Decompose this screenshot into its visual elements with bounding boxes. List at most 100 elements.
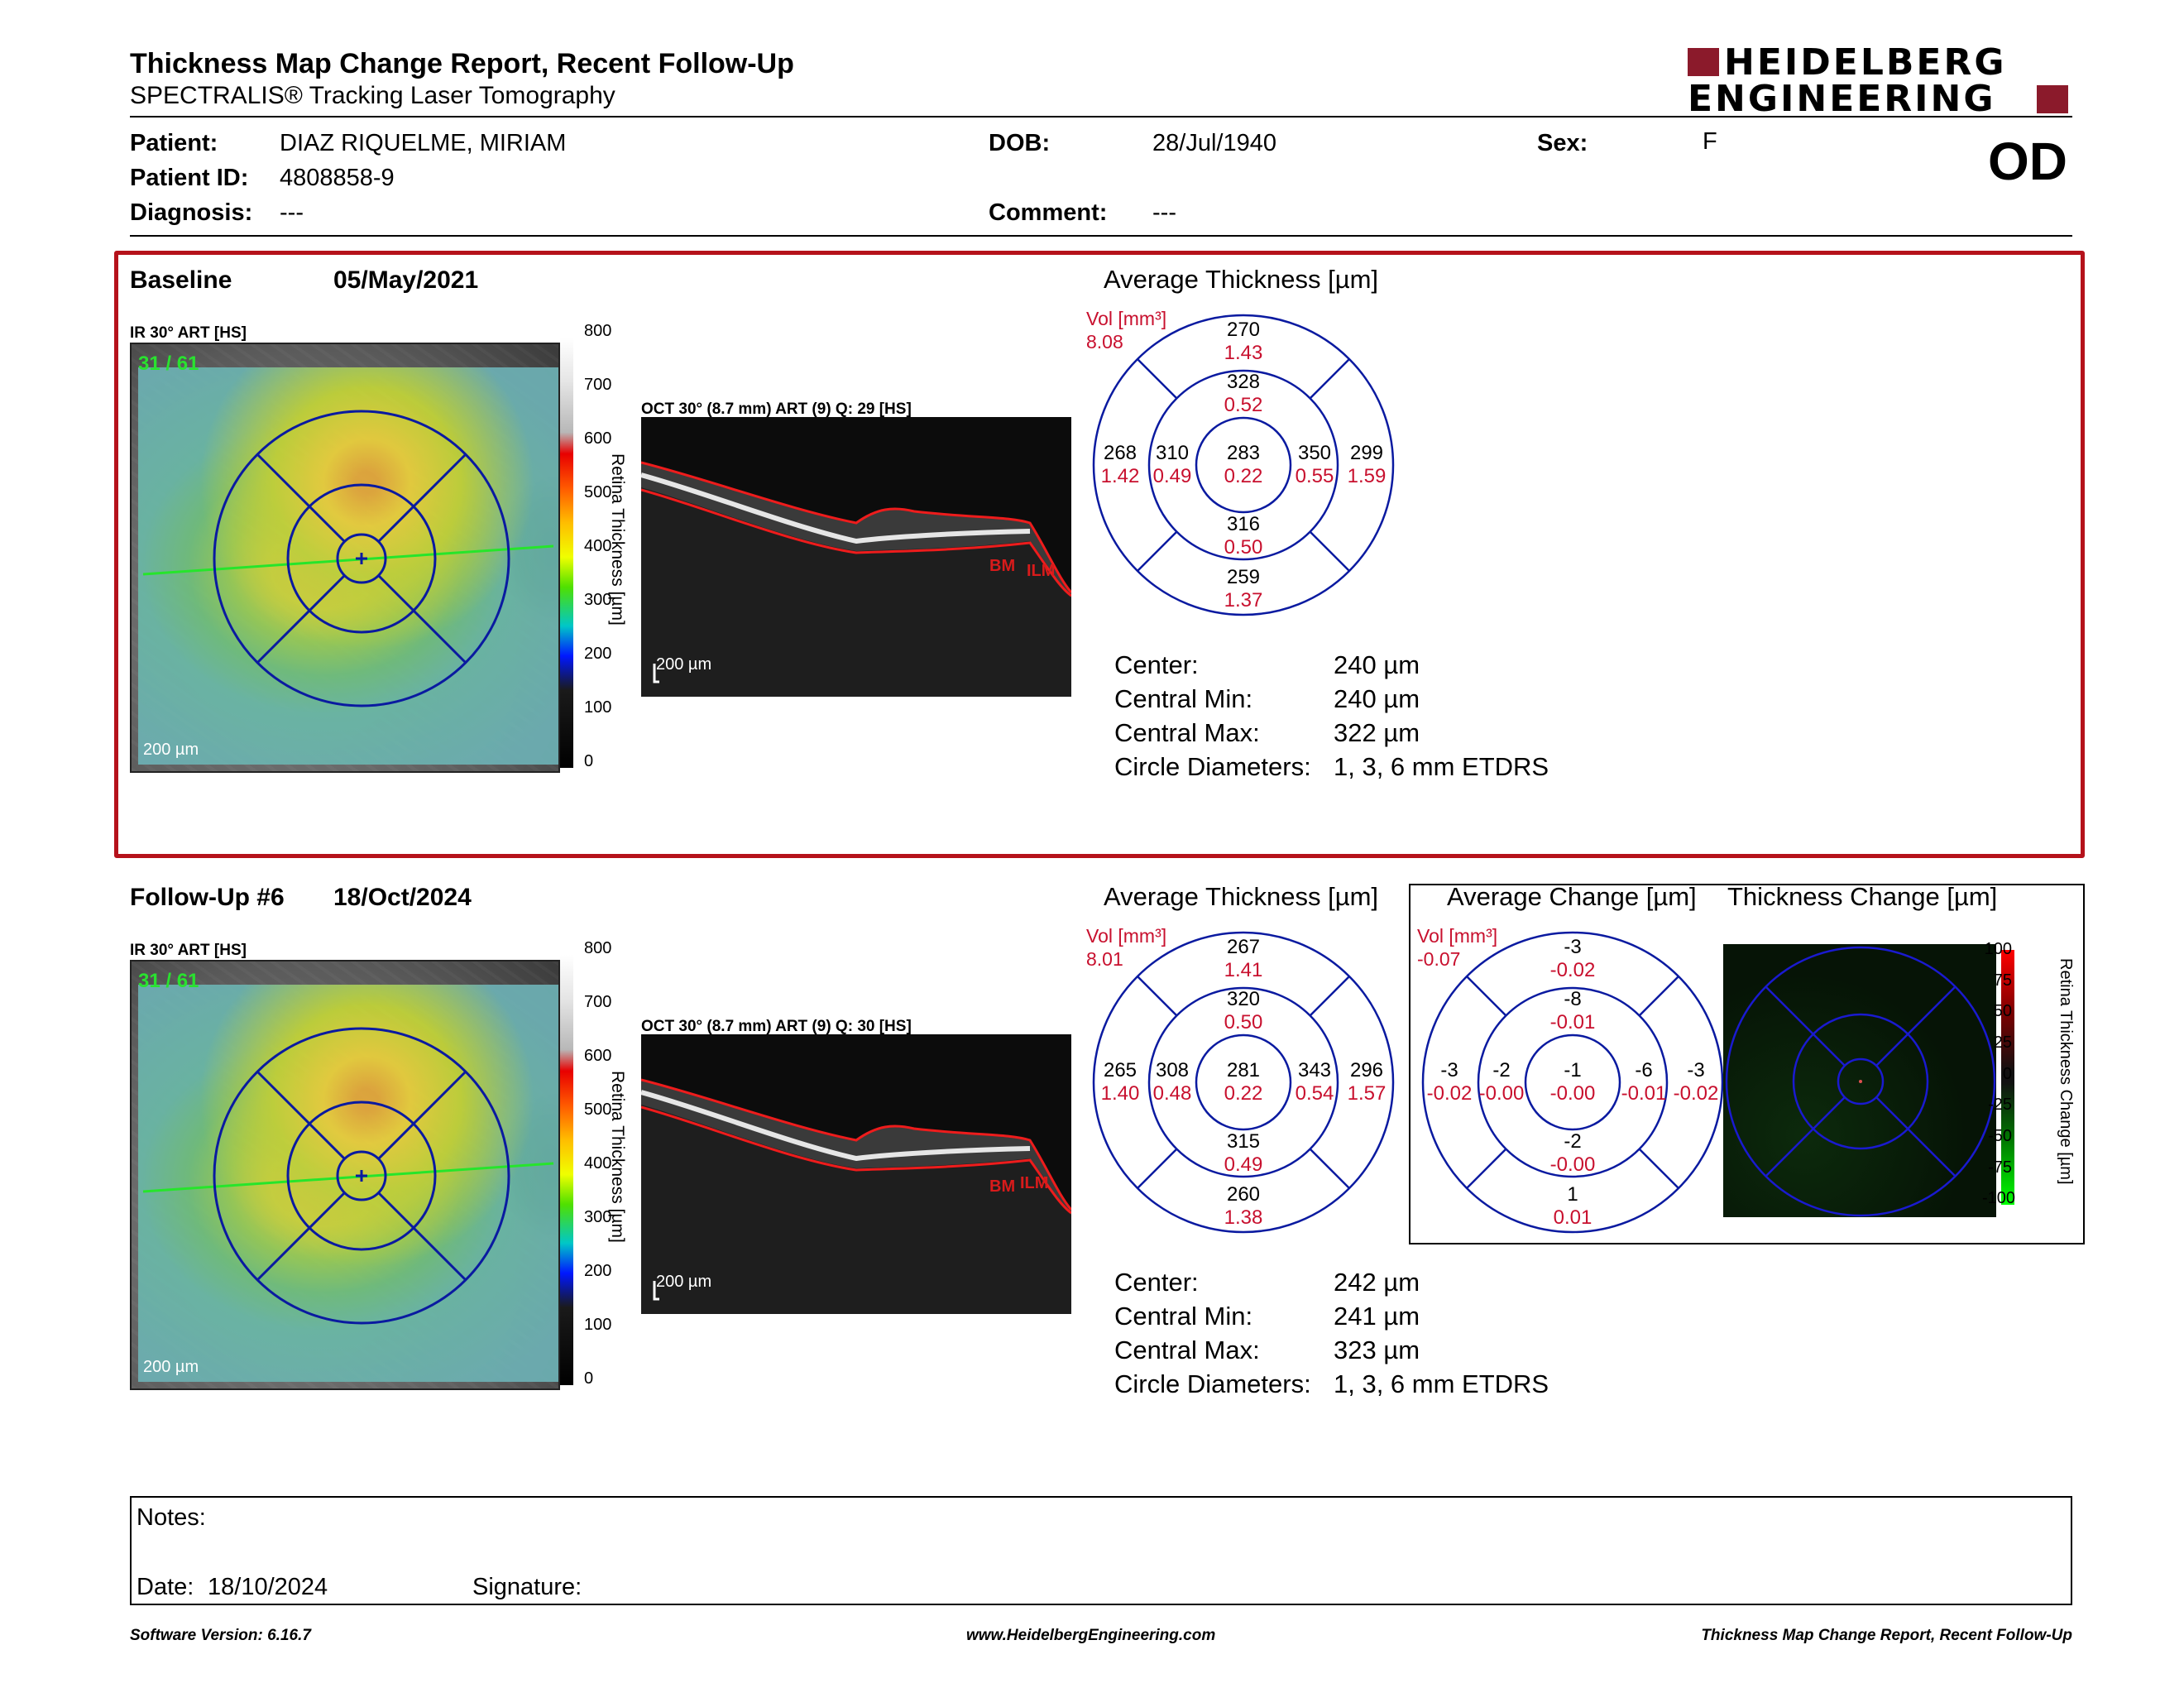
etdrs-sector-value: -0.01 — [1621, 1082, 1667, 1105]
report-subtitle: SPECTRALIS® Tracking Laser Tomography — [130, 82, 615, 109]
baseline-avg-thickness-title: Average Thickness [µm] — [1104, 265, 1379, 294]
baseline-frame-count: 31 / 61 — [138, 352, 199, 375]
sex-value: F — [1703, 128, 1717, 155]
patient-divider — [130, 235, 2072, 237]
etdrs-sector-value: 1.41 — [1224, 959, 1263, 981]
etdrs-sector-value: 259 — [1227, 566, 1260, 588]
baseline-thickness-overlay — [138, 367, 558, 765]
etdrs-sector-value: 260 — [1227, 1183, 1260, 1206]
baseline-label: Baseline — [130, 266, 232, 294]
signature-label: Signature: — [472, 1574, 582, 1600]
dob-value: 28/Jul/1940 — [1152, 130, 1276, 156]
followup-fundus-image: 31 / 61 200 µm — [130, 960, 560, 1390]
followup-vol-label: Vol [mm³] — [1086, 925, 1167, 947]
change-panel-frame — [1409, 884, 2085, 1244]
baseline-vol-total: 8.08 — [1086, 331, 1123, 352]
etdrs-sector-value: -0.00 — [1479, 1082, 1525, 1105]
etdrs-sector-value: -3 — [1687, 1059, 1704, 1081]
etdrs-sector-value: 316 — [1227, 513, 1260, 535]
baseline-etdrs-grid-overlay — [142, 410, 554, 707]
etdrs-sector-value: -2 — [1492, 1059, 1510, 1081]
baseline-etdrs-chart: 270 1.43 328 0.52 268 1.42 310 0.49 283 … — [1092, 314, 1395, 616]
followup-avg-thickness-title: Average Thickness [µm] — [1104, 882, 1379, 911]
baseline-oct-scale: 200 µm — [656, 655, 712, 674]
footer-report-name: Thickness Map Change Report, Recent Foll… — [1701, 1627, 2072, 1644]
thickness-change-map — [1723, 944, 1996, 1217]
notes-box[interactable]: Notes: Date: 18/10/2024 Signature: — [130, 1496, 2072, 1605]
notes-label: Notes: — [136, 1504, 206, 1531]
etdrs-sector-value: 296 — [1350, 1059, 1383, 1081]
baseline-panel-frame — [114, 251, 2085, 858]
eye-laterality: OD — [1988, 132, 2067, 191]
baseline-date: 05/May/2021 — [333, 266, 479, 294]
etdrs-sector-value: 1.57 — [1348, 1082, 1387, 1105]
baseline-oct-bscan: BM ILM 200 µm — [641, 417, 1071, 697]
etdrs-sector-value: 1.42 — [1101, 465, 1140, 487]
followup-etdrs-grid-overlay — [142, 1027, 554, 1325]
etdrs-sector-value: -3 — [1440, 1059, 1458, 1081]
followup-thickness-colorbar — [560, 955, 573, 1385]
etdrs-sector-value: -0.02 — [1674, 1082, 1719, 1105]
etdrs-sector-value: 320 — [1227, 988, 1260, 1010]
etdrs-sector-value: 343 — [1298, 1059, 1331, 1081]
baseline-thickness-colorbar — [560, 338, 573, 768]
etdrs-sector-value: 328 — [1227, 371, 1260, 393]
etdrs-sector-value: 0.49 — [1224, 1153, 1263, 1176]
etdrs-sector-value: 0.48 — [1153, 1082, 1192, 1105]
followup-oct-scale: 200 µm — [656, 1273, 712, 1291]
etdrs-sector-value: 283 — [1227, 442, 1260, 464]
notes-date-label: Date: — [136, 1574, 194, 1600]
change-colorbar-title: Retina Thickness Change [µm] — [2057, 958, 2075, 1185]
followup-colorbar-title: Retina Thickness [µm] — [608, 1071, 627, 1243]
followup-thickness-overlay — [138, 985, 558, 1382]
footer-url[interactable]: www.HeidelbergEngineering.com — [966, 1627, 1216, 1644]
etdrs-sector-value: 265 — [1104, 1059, 1137, 1081]
etdrs-sector-value: 1 — [1567, 1183, 1578, 1206]
etdrs-sector-value: 267 — [1227, 936, 1260, 958]
followup-etdrs-chart: 267 1.41 320 0.50 265 1.40 308 0.48 281 … — [1092, 931, 1395, 1234]
etdrs-sector-value: 1.43 — [1224, 342, 1263, 364]
followup-oct-bscan: BM ILM 200 µm — [641, 1034, 1071, 1314]
change-vol-total: -0.07 — [1417, 948, 1461, 970]
patient-name-label: Patient: — [130, 130, 218, 156]
baseline-ilm-label: ILM — [1027, 562, 1055, 580]
software-version: Software Version: 6.16.7 — [130, 1627, 311, 1644]
etdrs-sector-value: 299 — [1350, 442, 1383, 464]
followup-oct-label: OCT 30° (8.7 mm) ART (9) Q: 30 [HS] — [641, 1018, 912, 1035]
etdrs-sector-value: -0.02 — [1427, 1082, 1473, 1105]
etdrs-sector-value: 0.01 — [1554, 1206, 1592, 1229]
etdrs-sector-value: 0.49 — [1153, 465, 1192, 487]
followup-vol-total: 8.01 — [1086, 948, 1123, 970]
patient-id-label: Patient ID: — [130, 165, 249, 191]
etdrs-sector-value: 1.40 — [1101, 1082, 1140, 1105]
etdrs-sector-value: 315 — [1227, 1130, 1260, 1153]
change-vol-label: Vol [mm³] — [1417, 925, 1498, 947]
change-etdrs-chart: -3 -0.02 -8 -0.01 -3 -0.02 -2 -0.00 -1 -… — [1421, 931, 1724, 1234]
sex-label: Sex: — [1537, 130, 1588, 156]
etdrs-sector-value: 0.54 — [1296, 1082, 1334, 1105]
etdrs-sector-value: -0.00 — [1550, 1082, 1596, 1105]
baseline-ir-label: IR 30° ART [HS] — [130, 324, 247, 342]
etdrs-sector-value: -0.01 — [1550, 1011, 1596, 1033]
followup-frame-count: 31 / 61 — [138, 970, 199, 992]
etdrs-sector-value: -6 — [1635, 1059, 1652, 1081]
patient-id: 4808858-9 — [280, 165, 395, 191]
followup-date: 18/Oct/2024 — [333, 884, 472, 911]
baseline-bm-label: BM — [989, 557, 1015, 575]
thickness-change-title: Thickness Change [µm] — [1727, 882, 1998, 911]
etdrs-sector-value: 281 — [1227, 1059, 1260, 1081]
etdrs-sector-value: 0.22 — [1224, 1082, 1263, 1105]
etdrs-sector-value: 0.55 — [1296, 465, 1334, 487]
etdrs-sector-value: 350 — [1298, 442, 1331, 464]
etdrs-sector-value: 268 — [1104, 442, 1137, 464]
etdrs-sector-value: -2 — [1564, 1130, 1581, 1153]
baseline-oct-label: OCT 30° (8.7 mm) ART (9) Q: 29 [HS] — [641, 400, 912, 418]
diagnosis-value: --- — [280, 199, 304, 226]
etdrs-sector-value: -8 — [1564, 988, 1581, 1010]
followup-bm-label: BM — [989, 1177, 1015, 1196]
etdrs-sector-value: 0.52 — [1224, 394, 1263, 416]
notes-date: 18/10/2024 — [208, 1574, 328, 1600]
avg-change-title: Average Change [µm] — [1447, 882, 1697, 911]
followup-ir-scale: 200 µm — [143, 1358, 199, 1376]
dob-label: DOB: — [989, 130, 1051, 156]
